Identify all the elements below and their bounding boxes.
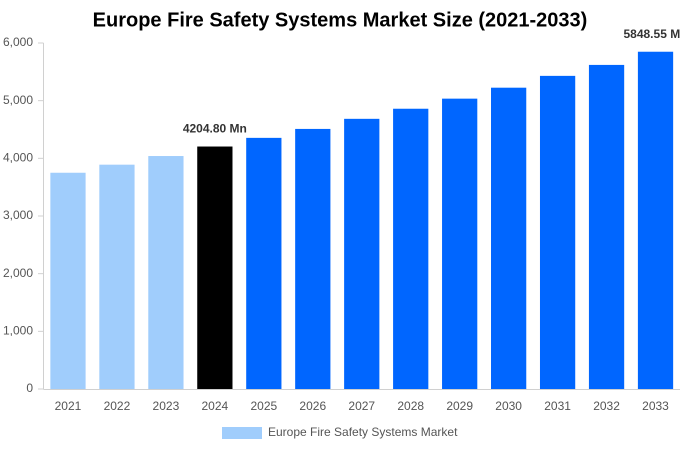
x-tick-label: 2026 <box>299 399 326 413</box>
data-label: 5848.55 Mn <box>623 27 680 41</box>
bar <box>588 64 625 389</box>
x-tick-label: 2033 <box>642 399 669 413</box>
x-tick-label: 2029 <box>446 399 473 413</box>
x-tick-label: 2023 <box>153 399 180 413</box>
bar <box>393 108 429 390</box>
y-tick-label: 2,000 <box>3 266 33 280</box>
x-tick-label: 2022 <box>104 399 131 413</box>
y-tick-label: 1,000 <box>3 324 33 338</box>
x-tick-label: 2028 <box>397 399 424 413</box>
bar <box>539 75 576 390</box>
bar <box>246 137 282 389</box>
y-tick-label: 6,000 <box>3 35 33 49</box>
x-tick-label: 2032 <box>593 399 620 413</box>
x-tick-label: 2025 <box>250 399 277 413</box>
chart-title: Europe Fire Safety Systems Market Size (… <box>93 9 588 31</box>
bar <box>50 172 86 389</box>
bar <box>295 128 331 389</box>
bar <box>491 87 527 390</box>
x-tick-label: 2021 <box>55 399 82 413</box>
legend-label: Europe Fire Safety Systems Market <box>268 425 458 439</box>
bar <box>197 146 233 389</box>
y-tick-label: 0 <box>26 381 33 395</box>
y-tick-label: 3,000 <box>3 208 33 222</box>
y-tick-label: 4,000 <box>3 151 33 165</box>
x-tick-label: 2027 <box>348 399 375 413</box>
x-tick-label: 2031 <box>544 399 571 413</box>
bar <box>148 156 184 389</box>
x-tick-label: 2030 <box>495 399 522 413</box>
bar <box>442 98 478 390</box>
y-tick-label: 5,000 <box>3 93 33 107</box>
bar <box>637 51 674 390</box>
bar <box>344 118 380 389</box>
bar <box>99 164 135 389</box>
data-label: 4204.80 Mn <box>183 122 247 136</box>
legend-swatch <box>222 427 262 439</box>
x-tick-label: 2024 <box>202 399 229 413</box>
